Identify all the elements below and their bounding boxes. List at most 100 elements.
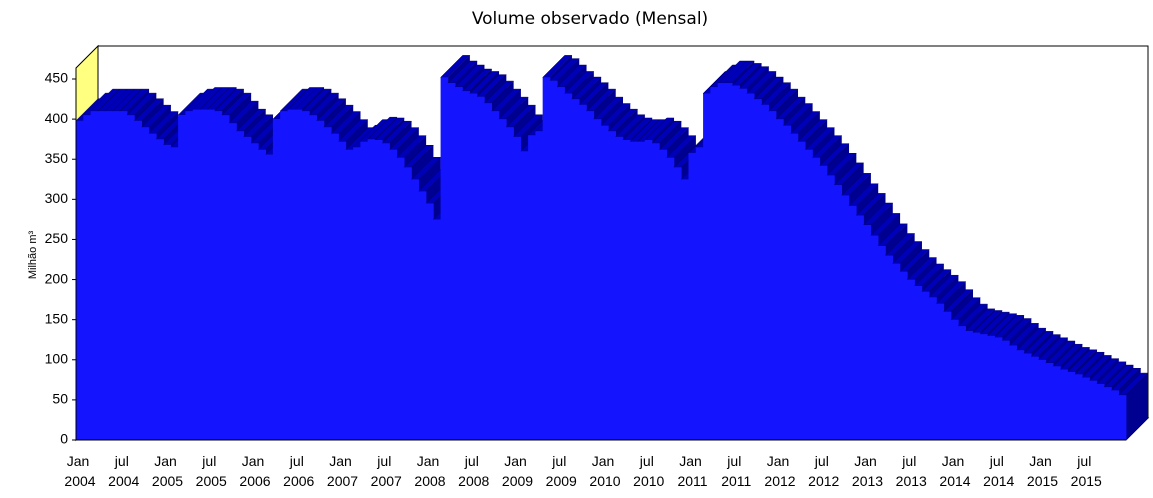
- bar: [1074, 374, 1083, 440]
- bar: [447, 83, 456, 440]
- bar: [491, 111, 500, 440]
- bar: [1111, 390, 1120, 440]
- bar: [323, 127, 332, 440]
- bar: [185, 111, 194, 440]
- x-tick-label: jul 2007: [371, 453, 402, 489]
- bar: [819, 165, 828, 440]
- x-tick-label: Jan 2014: [939, 453, 970, 489]
- bar: [688, 152, 697, 440]
- bar: [389, 149, 398, 440]
- bar: [119, 111, 128, 440]
- bar: [353, 147, 361, 440]
- y-tick-label: 350: [45, 150, 69, 166]
- bar: [797, 141, 806, 440]
- bar: [1009, 345, 1018, 440]
- x-tick-label: jul 2011: [721, 453, 751, 489]
- bar: [929, 297, 937, 440]
- bar: [732, 85, 740, 440]
- x-tick-label: jul 2008: [458, 453, 489, 489]
- bar: [695, 147, 704, 440]
- x-tick-label: Jan 2010: [589, 453, 620, 489]
- bar: [1038, 359, 1047, 440]
- bar: [367, 139, 376, 440]
- bar: [251, 143, 259, 440]
- bar: [776, 119, 784, 440]
- bar: [411, 179, 420, 440]
- x-tick-label: jul 2009: [546, 453, 577, 489]
- x-tick-label: jul 2006: [283, 453, 314, 489]
- bar: [236, 131, 245, 440]
- bar: [1118, 395, 1127, 440]
- bar: [345, 149, 354, 440]
- bar: [294, 109, 303, 441]
- bar: [987, 335, 996, 440]
- bar: [856, 215, 864, 440]
- bar: [76, 120, 84, 441]
- bar: [163, 144, 172, 440]
- x-tick-label: Jan 2015: [1027, 453, 1058, 489]
- bar: [1067, 371, 1076, 440]
- bar: [943, 311, 952, 440]
- bar: [83, 115, 91, 440]
- bar: [528, 135, 536, 440]
- bar: [542, 77, 551, 440]
- bar: [229, 123, 237, 440]
- bar: [382, 143, 390, 440]
- y-tick-label: 400: [45, 110, 69, 126]
- bar: [192, 109, 201, 441]
- x-tick-label: Jan 2004: [64, 453, 95, 489]
- bar: [652, 143, 660, 440]
- bar: [513, 136, 522, 440]
- bar: [848, 205, 857, 440]
- x-tick-label: Jan 2006: [239, 453, 270, 489]
- x-tick-label: jul 2015: [1071, 453, 1102, 489]
- x-tick-label: Jan 2008: [414, 453, 445, 489]
- bar: [477, 96, 485, 440]
- bar: [199, 109, 208, 441]
- bar: [739, 88, 748, 441]
- bar: [870, 235, 879, 440]
- bar: [659, 149, 668, 440]
- bar: [878, 245, 886, 440]
- bar: [1016, 350, 1025, 440]
- bar: [914, 285, 923, 440]
- bar: [280, 111, 288, 440]
- bar: [601, 125, 609, 440]
- bar: [863, 225, 872, 440]
- y-tick-label: 300: [45, 190, 69, 206]
- bar: [768, 111, 777, 440]
- bar: [637, 141, 646, 440]
- bar: [469, 93, 478, 440]
- bar: [440, 77, 449, 440]
- y-tick-label: 0: [60, 431, 68, 447]
- bar: [498, 119, 507, 440]
- bar: [579, 104, 587, 440]
- bar: [455, 87, 463, 441]
- bar: [1104, 387, 1112, 440]
- bar: [1045, 362, 1054, 440]
- bar: [148, 133, 157, 440]
- bar: [827, 175, 835, 440]
- x-tick-label: Jan 2009: [502, 453, 533, 489]
- bar: [433, 219, 441, 440]
- bar: [243, 136, 252, 440]
- x-tick-label: jul 2013: [896, 453, 927, 489]
- bar: [921, 291, 930, 440]
- x-tick-label: Jan 2012: [764, 453, 795, 489]
- y-axis-label: Milhão m³: [27, 231, 39, 280]
- bar: [965, 330, 974, 440]
- bar: [593, 119, 602, 440]
- bar: [608, 131, 616, 440]
- bar: [221, 115, 230, 440]
- bar: [360, 141, 369, 440]
- x-tick-label: jul 2010: [633, 453, 664, 489]
- bar: [105, 111, 113, 440]
- y-tick-label: 100: [45, 350, 69, 366]
- bar: [564, 93, 573, 440]
- bar: [630, 141, 638, 440]
- bar: [214, 111, 223, 440]
- bar: [396, 157, 405, 440]
- bar: [404, 167, 412, 440]
- bar: [331, 133, 339, 440]
